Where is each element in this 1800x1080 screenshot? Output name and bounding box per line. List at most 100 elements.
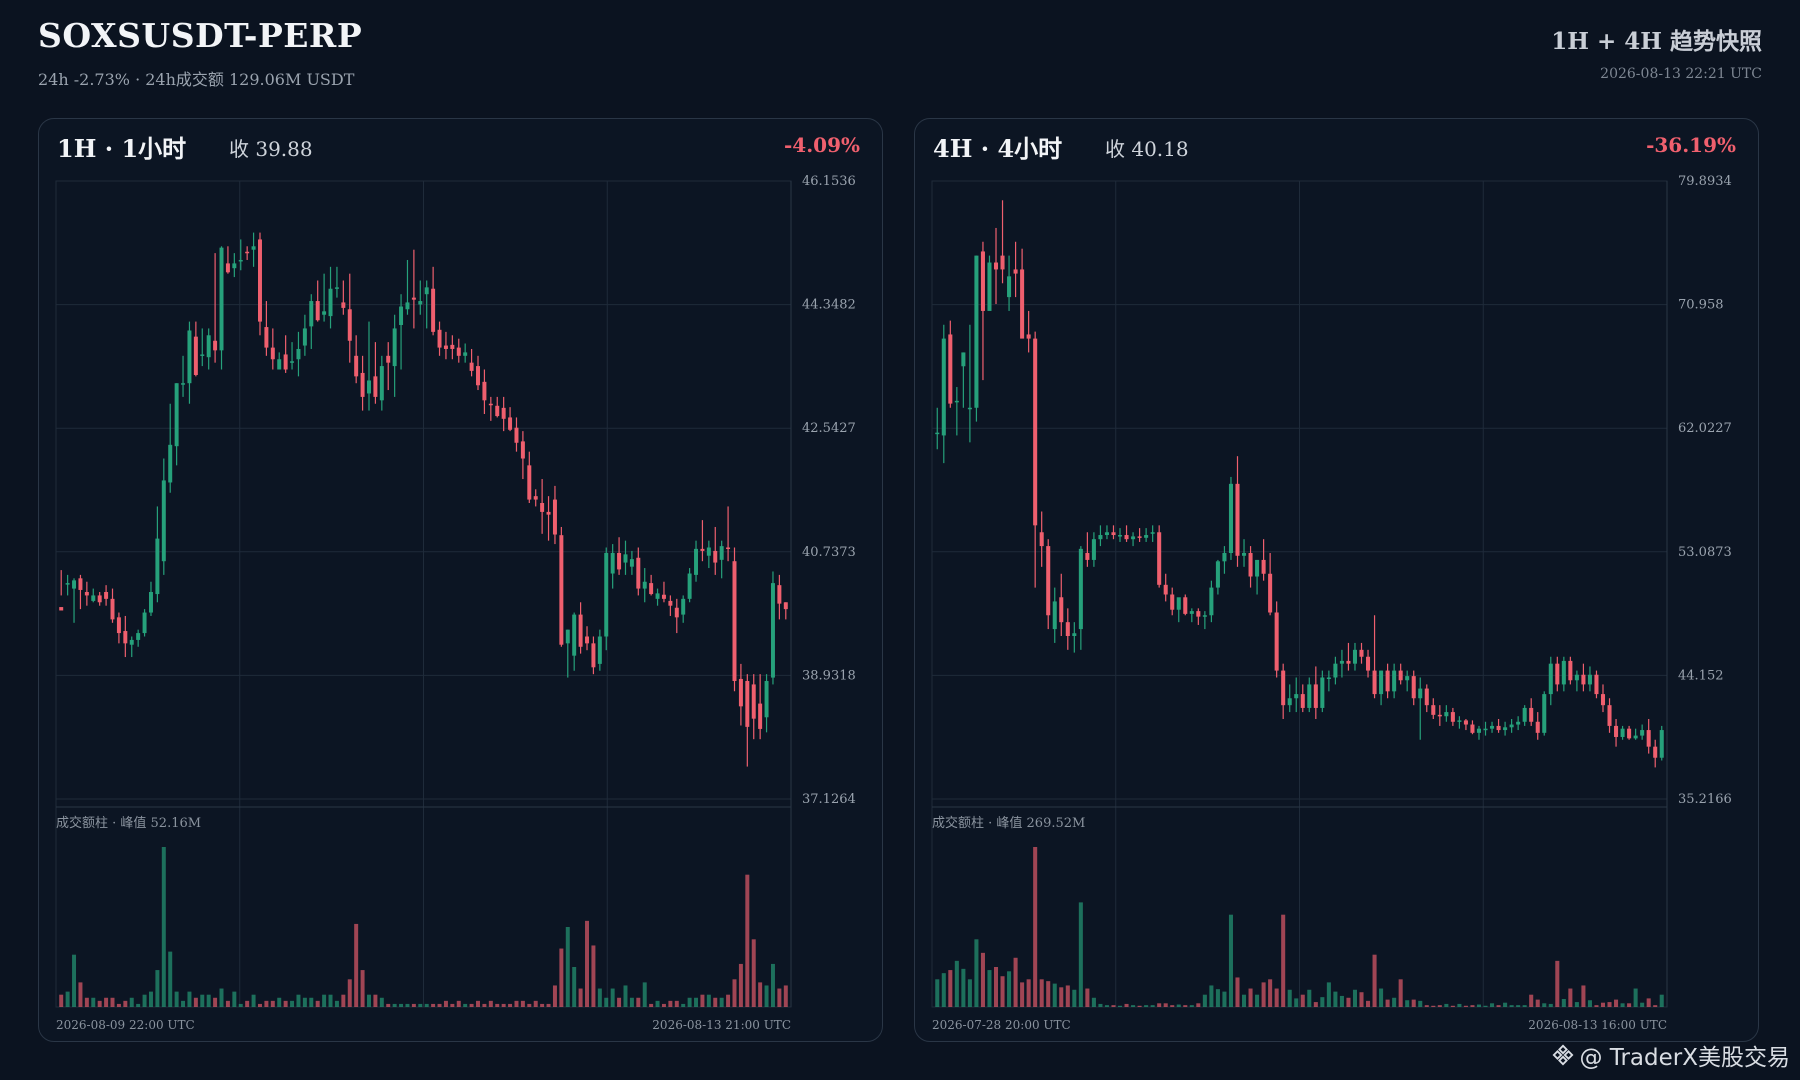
volume-bar xyxy=(469,1003,474,1007)
symbol-subtitle: 24h -2.73% · 24h成交额 129.06M USDT xyxy=(38,70,355,89)
volume-bar xyxy=(1411,999,1416,1007)
volume-bar xyxy=(1574,1002,1579,1007)
candle-body xyxy=(668,600,673,606)
volume-bar xyxy=(764,985,769,1007)
candle-body xyxy=(508,417,513,430)
volume-bar xyxy=(193,997,198,1007)
candle-body xyxy=(1117,535,1123,537)
y-tick-label: 53.0873 xyxy=(1678,545,1732,560)
candle-body xyxy=(1085,553,1090,560)
volume-bar xyxy=(649,1003,654,1007)
candle-body xyxy=(72,580,77,589)
y-tick-label: 42.5427 xyxy=(802,421,856,436)
candle-body xyxy=(597,636,602,664)
y-tick-label: 40.7373 xyxy=(802,545,856,560)
candle-body xyxy=(1307,684,1312,708)
candle-body xyxy=(954,400,959,403)
candle-body xyxy=(591,643,596,668)
volume-bar xyxy=(565,927,570,1007)
x-start-label: 2026-07-28 20:00 UTC xyxy=(932,1018,1071,1032)
volume-bar xyxy=(488,1000,493,1007)
volume-bar xyxy=(405,1003,410,1007)
volume-bar xyxy=(1255,994,1260,1007)
volume-bar xyxy=(1039,979,1044,1007)
candle-body xyxy=(552,499,557,535)
volume-bar xyxy=(379,997,384,1007)
volume-bar xyxy=(296,994,301,1007)
candle-body xyxy=(476,366,480,386)
candle-body xyxy=(1633,735,1638,739)
candle-body xyxy=(980,251,985,311)
volume-bar xyxy=(1209,985,1214,1007)
candle-body xyxy=(168,444,173,483)
candle-body xyxy=(1104,532,1109,536)
volume-bar xyxy=(264,1000,269,1007)
candle-body xyxy=(411,297,416,300)
candle-body xyxy=(941,338,946,436)
candle-body xyxy=(751,684,756,719)
volume-bar xyxy=(552,985,557,1007)
candle-body xyxy=(732,561,737,682)
candle-body xyxy=(418,301,423,305)
volume-bar xyxy=(1450,1005,1455,1007)
candle-body xyxy=(200,354,205,356)
candle-body xyxy=(367,380,371,394)
candle-body xyxy=(1144,535,1149,538)
candle-body xyxy=(1457,720,1462,722)
candle-body xyxy=(546,511,551,515)
volume-bar xyxy=(161,847,166,1007)
snapshot-title: 1H + 4H 趋势快照 xyxy=(1551,28,1762,55)
candle-body xyxy=(155,538,160,595)
volume-bar xyxy=(1235,977,1240,1007)
candle-body xyxy=(354,355,359,377)
y-tick-label: 35.2166 xyxy=(1678,792,1732,807)
candle-body xyxy=(1640,730,1645,736)
candle-body xyxy=(726,547,731,550)
volume-bar xyxy=(411,1003,416,1007)
candle-body xyxy=(1561,660,1566,685)
candle-body xyxy=(501,407,506,419)
candle-body xyxy=(770,583,775,678)
candle-body xyxy=(1281,670,1286,706)
volume-bar xyxy=(1633,988,1638,1007)
candle-body xyxy=(443,345,448,349)
candle-body xyxy=(1529,707,1534,722)
volume-bar xyxy=(1000,976,1005,1007)
candle-body xyxy=(713,550,718,563)
volume-bar xyxy=(1202,994,1207,1007)
candle-body xyxy=(1248,553,1253,577)
candle-body xyxy=(572,614,577,656)
candle-body xyxy=(270,347,275,360)
volume-bar xyxy=(1627,1003,1632,1007)
volume-bar xyxy=(110,997,115,1007)
volume-bar xyxy=(219,988,224,1007)
candle-body xyxy=(1346,660,1351,664)
candle-body xyxy=(1490,725,1495,729)
candle-body xyxy=(296,348,301,360)
volume-bar xyxy=(450,1003,455,1007)
volume-bar xyxy=(1085,988,1090,1007)
volume-bar xyxy=(941,973,946,1007)
candle-body xyxy=(245,251,250,254)
candle-body xyxy=(264,327,269,348)
candle-body xyxy=(1627,728,1632,739)
candle-body xyxy=(1646,730,1651,747)
volume-bar xyxy=(1117,1005,1123,1007)
volume-bar xyxy=(1007,971,1012,1007)
candle-body xyxy=(1124,535,1129,540)
volume-bar xyxy=(1326,982,1331,1007)
candle-body xyxy=(1437,714,1442,717)
candle-body xyxy=(974,255,979,408)
volume-bar xyxy=(495,1003,500,1007)
volume-bar xyxy=(187,991,192,1007)
panel-title: 4H · 4小时 xyxy=(933,134,1063,163)
volume-bar xyxy=(148,991,153,1007)
candle-body xyxy=(1215,561,1220,588)
candle-body xyxy=(578,614,583,647)
candle-body xyxy=(1352,649,1358,664)
volume-bar xyxy=(636,997,641,1007)
candle-body xyxy=(1033,338,1038,526)
volume-bar xyxy=(257,1003,262,1007)
volume-bar xyxy=(1587,1000,1592,1007)
volume-bar xyxy=(1287,989,1292,1007)
